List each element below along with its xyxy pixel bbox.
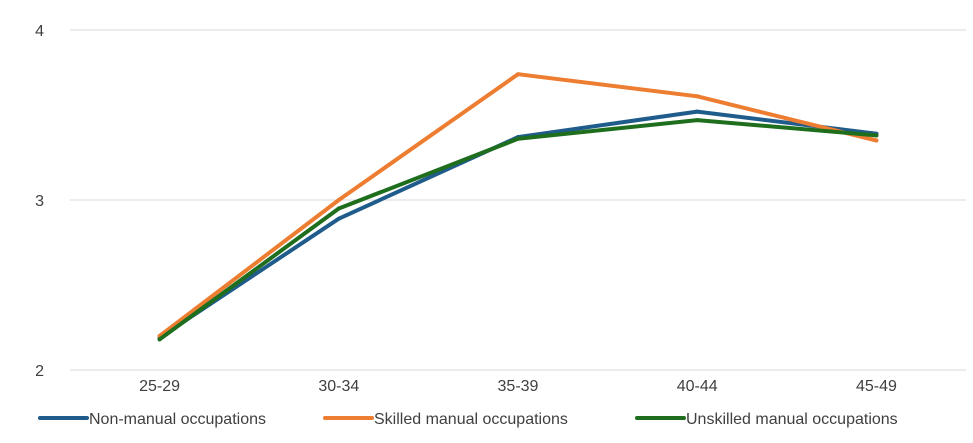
- series-lines: [157, 72, 879, 342]
- data-point: [695, 94, 700, 99]
- data-point: [157, 337, 162, 342]
- gridlines: [70, 29, 966, 371]
- y-tick-label: 2: [35, 363, 44, 380]
- data-point: [516, 136, 520, 141]
- data-point: [336, 206, 341, 211]
- x-tick-label: 40-44: [677, 378, 718, 395]
- data-point: [336, 216, 341, 221]
- legend-label: Unskilled manual occupations: [686, 411, 898, 428]
- x-tick-label: 30-34: [318, 378, 359, 395]
- y-axis-tick-labels: 2 3 4: [35, 23, 44, 380]
- data-point: [874, 138, 879, 143]
- legend: Non-manual occupations Skilled manual occ…: [38, 411, 898, 428]
- series-line-1: [157, 109, 879, 340]
- x-tick-label: 45-49: [856, 378, 897, 395]
- y-tick-label: 3: [35, 193, 44, 210]
- series-line-2: [157, 72, 879, 338]
- x-tick-label: 35-39: [498, 378, 539, 395]
- legend-item-1: Non-manual occupations: [38, 411, 266, 428]
- legend-item-2: Skilled manual occupations: [323, 411, 568, 428]
- legend-item-3: Unskilled manual occupations: [635, 411, 898, 428]
- legend-label: Non-manual occupations: [89, 411, 266, 428]
- data-point: [336, 198, 341, 202]
- series-line-3: [157, 118, 879, 342]
- legend-label: Skilled manual occupations: [374, 411, 568, 428]
- y-tick-label: 4: [35, 23, 44, 40]
- data-point: [874, 133, 879, 138]
- x-axis-tick-labels: 25-29 30-34 35-39 40-44 45-49: [139, 378, 897, 395]
- data-point: [695, 118, 700, 123]
- data-point: [516, 72, 520, 77]
- x-tick-label: 25-29: [139, 378, 180, 395]
- data-point: [695, 109, 700, 114]
